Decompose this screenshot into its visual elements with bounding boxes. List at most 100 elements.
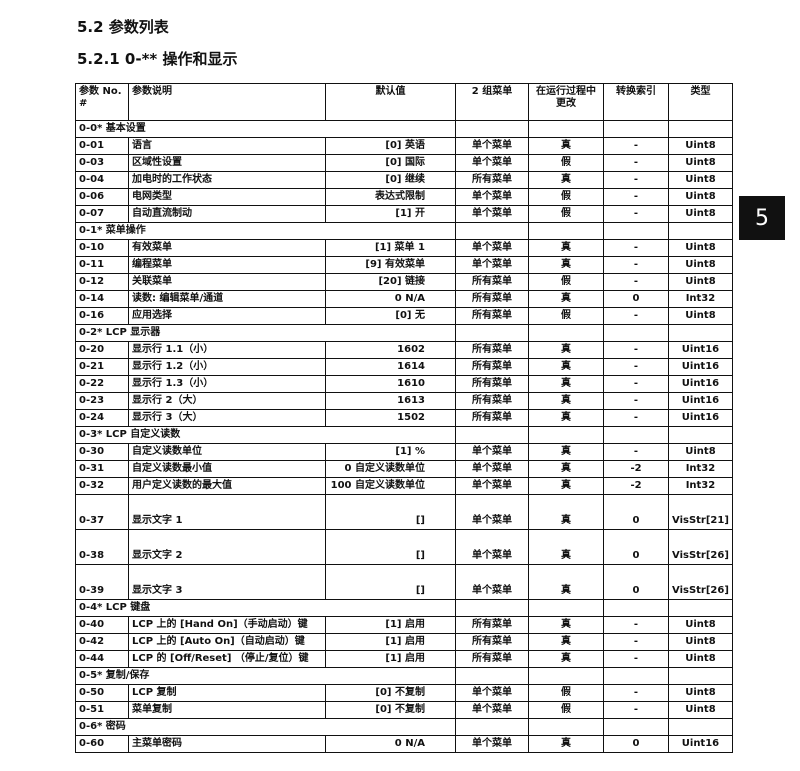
table-row: 0-51 菜单复制 [0] 不复制 单个菜单假 - Uint8 [75, 701, 733, 719]
data-type: Uint16 [668, 409, 733, 427]
default-value: [1] 启用 [325, 616, 456, 634]
data-type: Int32 [668, 460, 733, 478]
param-number: 0-12 [75, 273, 129, 291]
table-row: 0-10 有效菜单 [1] 菜单 1 单个菜单真 - Uint8 [75, 239, 733, 257]
conversion-index: 0 [603, 494, 669, 530]
setup-menu: 单个菜单 [455, 239, 529, 257]
param-description: 显示文字 1 [128, 494, 326, 530]
setup-menu: 单个菜单 [455, 205, 529, 223]
default-value: 1610 [325, 375, 456, 393]
default-value: 1502 [325, 409, 456, 427]
param-description: 显示行 1.3（小） [128, 375, 326, 393]
default-value: [20] 链接 [325, 273, 456, 291]
param-number: 0-04 [75, 171, 129, 189]
table-row: 0-31 自定义读数最小值 0 自定义读数单位 单个菜单真 -2 Int32 [75, 460, 733, 478]
default-value: [1] 菜单 1 [325, 239, 456, 257]
change-during-operation: 假 [528, 188, 604, 206]
setup-menu: 所有菜单 [455, 341, 529, 359]
setup-menu: 单个菜单 [455, 564, 529, 600]
change-during-operation: 假 [528, 701, 604, 719]
empty-cell [668, 667, 733, 685]
conversion-index: - [603, 358, 669, 376]
conversion-index: - [603, 307, 669, 325]
data-type: Uint8 [668, 307, 733, 325]
table-row: 0-37 显示文字 1[] 单个菜单真 0 VisStr[21] [75, 494, 733, 530]
default-value: 0 N/A [325, 735, 456, 753]
column-header: 转换索引 [603, 83, 669, 121]
param-description: 有效菜单 [128, 239, 326, 257]
table-row: 0-32 用户定义读数的最大值 100 自定义读数单位 单个菜单真 -2 Int32 [75, 477, 733, 495]
param-description: 关联菜单 [128, 273, 326, 291]
group-row: 0-4* LCP 键盘 [75, 599, 733, 617]
change-during-operation: 真 [528, 477, 604, 495]
group-title: 0-3* LCP 自定义读数 [75, 426, 456, 444]
data-type: Int32 [668, 290, 733, 308]
table-row: 0-04 加电时的工作状态 [0] 继续 所有菜单真 - Uint8 [75, 171, 733, 189]
conversion-index: - [603, 616, 669, 634]
conversion-index: - [603, 701, 669, 719]
change-during-operation: 真 [528, 460, 604, 478]
change-during-operation: 真 [528, 137, 604, 155]
group-title: 0-4* LCP 键盘 [75, 599, 456, 617]
empty-cell [528, 667, 604, 685]
empty-cell [603, 599, 669, 617]
table-row: 0-40 LCP 上的 [Hand On]（手动启动）键 [1] 启用 所有菜单真 - U… [75, 616, 733, 634]
default-value: [0] 国际 [325, 154, 456, 172]
data-type: Uint8 [668, 701, 733, 719]
group-title: 0-5* 复制/保存 [75, 667, 456, 685]
table-row: 0-50 LCP 复制 [0] 不复制 单个菜单假 - Uint8 [75, 684, 733, 702]
data-type: VisStr[21] [668, 494, 733, 530]
data-type: Uint16 [668, 735, 733, 753]
default-value: 1613 [325, 392, 456, 410]
conversion-index: - [603, 375, 669, 393]
empty-cell [455, 324, 529, 342]
param-number: 0-22 [75, 375, 129, 393]
group-row: 0-3* LCP 自定义读数 [75, 426, 733, 444]
data-type: Uint8 [668, 650, 733, 668]
param-description: 读数: 编辑菜单/通道 [128, 290, 326, 308]
conversion-index: - [603, 256, 669, 274]
setup-menu: 单个菜单 [455, 684, 529, 702]
change-during-operation: 假 [528, 205, 604, 223]
setup-menu: 所有菜单 [455, 633, 529, 651]
data-type: Uint8 [668, 171, 733, 189]
param-description: LCP 复制 [128, 684, 326, 702]
data-type: Uint8 [668, 205, 733, 223]
default-value: [9] 有效菜单 [325, 256, 456, 274]
conversion-index: - [603, 273, 669, 291]
data-type: VisStr[26] [668, 564, 733, 600]
table-row: 0-14 读数: 编辑菜单/通道 0 N/A 所有菜单真 0 Int32 [75, 290, 733, 308]
change-during-operation: 真 [528, 358, 604, 376]
setup-menu: 单个菜单 [455, 460, 529, 478]
conversion-index: - [603, 443, 669, 461]
data-type: Uint8 [668, 239, 733, 257]
param-number: 0-51 [75, 701, 129, 719]
change-during-operation: 真 [528, 564, 604, 600]
conversion-index: - [603, 154, 669, 172]
table-row: 0-06 电网类型 表达式限制 单个菜单假 - Uint8 [75, 188, 733, 206]
group-row: 0-6* 密码 [75, 718, 733, 736]
change-during-operation: 真 [528, 735, 604, 753]
param-number: 0-40 [75, 616, 129, 634]
default-value: [1] % [325, 443, 456, 461]
parameter-table: 参数 No. # 参数说明 默认值 2 组菜单 在运行过程中更改 转换索引 类型 0-0* 基… [75, 83, 733, 753]
empty-cell [603, 718, 669, 736]
setup-menu: 所有菜单 [455, 616, 529, 634]
setup-menu: 所有菜单 [455, 358, 529, 376]
setup-menu: 所有菜单 [455, 273, 529, 291]
param-number: 0-20 [75, 341, 129, 359]
setup-menu: 单个菜单 [455, 256, 529, 274]
param-description: 显示行 1.2（小） [128, 358, 326, 376]
table-row: 0-42 LCP 上的 [Auto On]（自动启动）键 [1] 启用 所有菜单真 - U… [75, 633, 733, 651]
conversion-index: 0 [603, 529, 669, 565]
default-value: 0 N/A [325, 290, 456, 308]
param-number: 0-24 [75, 409, 129, 427]
data-type: Uint16 [668, 358, 733, 376]
data-type: Uint16 [668, 341, 733, 359]
chapter-tab: 5 [739, 196, 785, 240]
table-row: 0-20 显示行 1.1（小） 1602 所有菜单真 - Uint16 [75, 341, 733, 359]
table-row: 0-30 自定义读数单位 [1] % 单个菜单真 - Uint8 [75, 443, 733, 461]
conversion-index: 0 [603, 735, 669, 753]
param-description: 显示文字 3 [128, 564, 326, 600]
data-type: Uint8 [668, 684, 733, 702]
